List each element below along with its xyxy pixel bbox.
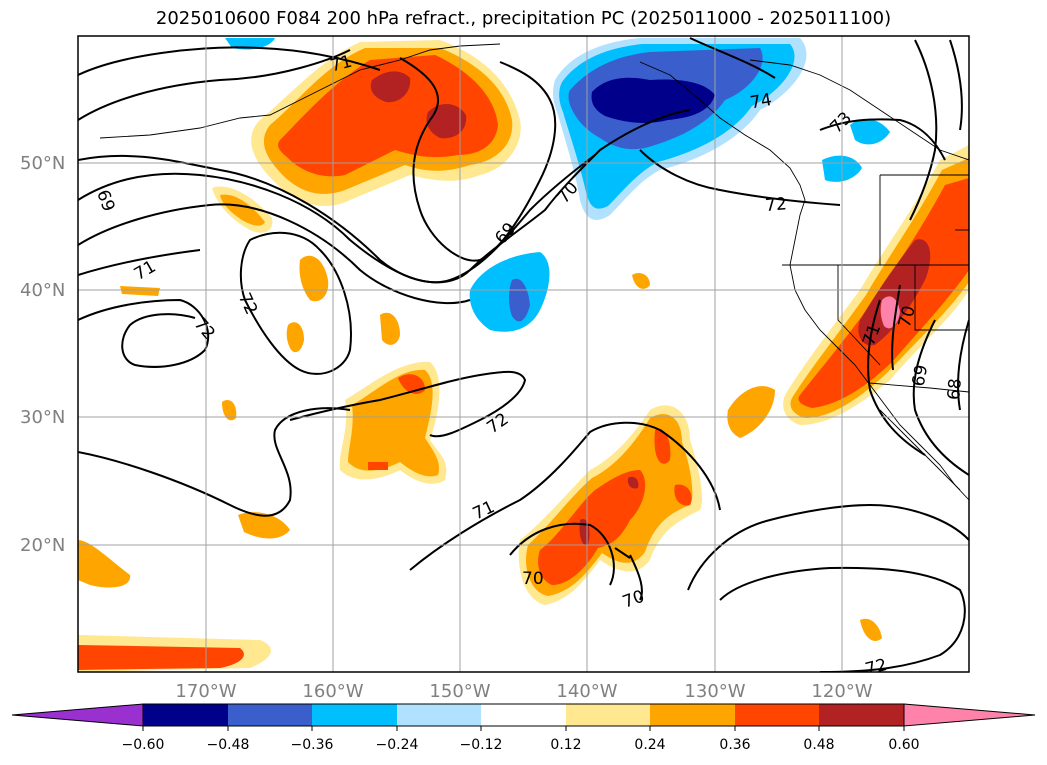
contour-label: 71 bbox=[470, 497, 498, 524]
positive-anomaly-region bbox=[120, 286, 160, 296]
contour-label: 72 bbox=[483, 409, 512, 438]
refractivity-contours bbox=[78, 37, 969, 672]
colorbar-tick-label: 0.60 bbox=[888, 737, 919, 753]
positive-anomaly-region bbox=[632, 273, 650, 289]
positive-anomaly-region bbox=[370, 71, 411, 103]
colorbar-tick-label: 0.48 bbox=[803, 737, 834, 753]
lon-label-140w: 140°W bbox=[556, 681, 617, 702]
positive-anomaly-region bbox=[368, 462, 388, 470]
precip-shading bbox=[78, 38, 969, 672]
lat-labels: 50°N 40°N 30°N 20°N bbox=[20, 153, 65, 556]
positive-anomaly-region bbox=[627, 476, 639, 489]
contour-labels: 71 74 73 69 70 69 72 71 72 72 71 70 69 6… bbox=[92, 52, 966, 680]
contour-label: 72 bbox=[764, 194, 787, 216]
colorbar-tick-label: −0.36 bbox=[291, 737, 334, 753]
positive-anomaly-region bbox=[674, 484, 692, 506]
lon-label-160w: 160°W bbox=[302, 681, 363, 702]
positive-anomaly-region bbox=[727, 386, 775, 438]
colorbar-segment bbox=[819, 704, 904, 726]
contour-label: 70 bbox=[522, 569, 544, 589]
positive-anomaly-region bbox=[222, 399, 237, 421]
contour-label: 73 bbox=[827, 108, 856, 137]
lat-label-20n: 20°N bbox=[20, 535, 65, 556]
positive-anomaly-region bbox=[348, 369, 440, 477]
positive-anomaly-region bbox=[238, 512, 290, 539]
colorbar-segment bbox=[735, 704, 819, 726]
contour-label: 68 bbox=[944, 378, 966, 401]
lon-label-170w: 170°W bbox=[175, 681, 236, 702]
colorbar-segment bbox=[143, 704, 228, 726]
colorbar-tick-label: 0.36 bbox=[719, 737, 750, 753]
lon-label-120w: 120°W bbox=[811, 681, 872, 702]
gridlines bbox=[78, 36, 969, 672]
contour-label: 74 bbox=[749, 90, 774, 113]
colorbar-tick-label: 0.24 bbox=[634, 737, 665, 753]
positive-anomaly-region bbox=[538, 470, 646, 585]
positive-anomaly-region bbox=[654, 429, 671, 464]
colorbar-segment bbox=[312, 704, 397, 726]
lon-label-150w: 150°W bbox=[429, 681, 490, 702]
colorbar-outline bbox=[142, 703, 905, 727]
positive-anomaly-region bbox=[858, 239, 931, 346]
colorbar-tick-label: −0.24 bbox=[376, 737, 419, 753]
lon-labels: 170°W 160°W 150°W 140°W 130°W 120°W bbox=[175, 681, 872, 702]
colorbar-tick-label: −0.48 bbox=[207, 737, 250, 753]
negative-anomaly-region bbox=[850, 119, 890, 145]
colorbar-tick-label: −0.12 bbox=[460, 737, 503, 753]
colorbar-extend-high bbox=[903, 703, 1036, 727]
map-frame bbox=[77, 35, 970, 673]
positive-anomaly-region bbox=[220, 194, 265, 226]
positive-anomaly-region bbox=[380, 312, 400, 345]
lon-label-130w: 130°W bbox=[684, 681, 745, 702]
colorbar: −0.60 −0.48 −0.36 −0.24 −0.12 0.12 0.24 … bbox=[11, 703, 1036, 753]
lat-label-40n: 40°N bbox=[20, 280, 65, 301]
positive-anomaly-region bbox=[860, 618, 882, 641]
lat-label-30n: 30°N bbox=[20, 407, 65, 428]
contour-label: 72 bbox=[234, 290, 261, 318]
contour-label: 70 bbox=[620, 587, 647, 613]
colorbar-tick-label: 0.12 bbox=[550, 737, 581, 753]
colorbar-tick-label: −0.60 bbox=[122, 737, 165, 753]
lat-label-50n: 50°N bbox=[20, 153, 65, 174]
positive-anomaly-region bbox=[426, 104, 467, 139]
contour-label: 72 bbox=[863, 655, 889, 680]
positive-anomaly-region bbox=[78, 540, 131, 588]
colorbar-segment bbox=[650, 704, 735, 726]
contour-label: 69 bbox=[909, 363, 932, 388]
colorbar-segment bbox=[228, 704, 312, 726]
map-title: 2025010600 F084 200 hPa refract., precip… bbox=[155, 8, 892, 29]
contour-label: 72 bbox=[190, 314, 219, 343]
colorbar-segment bbox=[397, 704, 481, 726]
positive-anomaly-region bbox=[78, 645, 244, 670]
colorbar-segment bbox=[566, 704, 650, 726]
positive-anomaly-region bbox=[286, 322, 304, 353]
positive-anomaly-region bbox=[299, 255, 329, 302]
colorbar-extend-low bbox=[11, 703, 144, 727]
colorbar-segment bbox=[481, 704, 566, 726]
negative-anomaly-region bbox=[509, 278, 530, 322]
